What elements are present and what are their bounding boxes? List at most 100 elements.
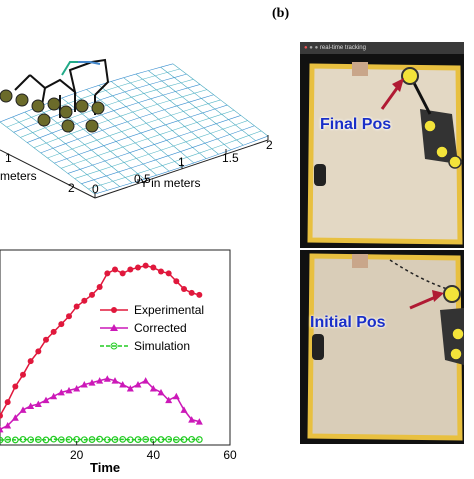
x-tick-label: 60 [223, 448, 237, 462]
mesh-line [160, 66, 256, 141]
data-point [180, 436, 188, 443]
data-point [126, 384, 134, 392]
data-point [73, 384, 81, 392]
x-tick-label: 40 [147, 448, 161, 462]
data-point [172, 436, 180, 444]
data-point [134, 381, 142, 388]
mesh-line [88, 130, 262, 190]
data-point [27, 402, 35, 409]
panel-letter: (b) [272, 6, 290, 21]
marker-icon [435, 145, 449, 159]
mesh-line [123, 77, 219, 155]
data-point [142, 377, 150, 384]
y-tick-label: 0 [92, 182, 99, 196]
maximize-icon[interactable]: ● [314, 45, 319, 51]
surface-plot: 0 0.5 1 1.5 2 Y in meters 1 2 meters [0, 58, 273, 199]
data-point [157, 436, 165, 443]
mesh-line [111, 81, 207, 159]
x-tick-label: 1 [5, 151, 12, 165]
close-icon[interactable]: ● [304, 45, 308, 51]
data-point [150, 264, 157, 271]
legend-marker [110, 342, 118, 350]
surface-plot-panel: 0 0.5 1 1.5 2 Y in meters 1 2 meters [0, 0, 290, 240]
data-point [142, 435, 150, 443]
data-point [42, 436, 50, 444]
y-tick-label: 2 [266, 138, 273, 152]
mesh-line [61, 97, 157, 176]
data-point [103, 375, 111, 382]
data-point [181, 286, 187, 292]
data-point [195, 436, 203, 443]
data-point [119, 270, 126, 277]
data-point [188, 289, 195, 296]
data-point [104, 270, 111, 277]
data-point [11, 414, 19, 421]
data-point [35, 348, 42, 355]
window-titlebar: ● ● ● real-time tracking [300, 42, 464, 54]
arrow-icon [380, 78, 404, 110]
data-point [149, 384, 157, 392]
mesh-line [98, 85, 195, 164]
data-point [34, 400, 42, 408]
battery-object [312, 334, 324, 360]
data-point [134, 436, 142, 443]
tracking-window-bottom: Initial Pos [300, 250, 465, 444]
line-chart-panel: 20 40 60 Time Experimental Corrected Simulat… [0, 240, 290, 475]
initial-pos-label: Initial Pos [310, 314, 386, 331]
x-tick-label: 2 [68, 181, 75, 195]
data-point [19, 406, 27, 413]
plot-frame [0, 249, 231, 446]
window-title: real-time tracking [319, 45, 366, 51]
y-tick-label: 1 [178, 155, 185, 169]
mesh-line [54, 104, 228, 164]
data-point [135, 264, 141, 271]
data-point [111, 436, 119, 443]
x-tick-label: 20 [70, 448, 84, 462]
marker-icon [451, 327, 465, 341]
minimize-icon[interactable]: ● [309, 45, 313, 51]
plot-border [0, 249, 231, 446]
data-point [19, 435, 27, 443]
y-axis-title: Y in meters [140, 176, 200, 190]
data-point [188, 416, 196, 423]
mesh-line [81, 125, 255, 185]
data-point [89, 291, 95, 298]
mesh-line [172, 63, 269, 137]
data-point [65, 386, 73, 394]
data-point [126, 436, 134, 444]
data-point [57, 436, 65, 444]
marker-icon [443, 285, 461, 303]
legend-label: Corrected [134, 321, 187, 335]
data-point [0, 436, 4, 444]
legend-marker [111, 307, 117, 313]
x-axis-line [0, 149, 96, 199]
robot-model [0, 58, 110, 133]
tracking-frame-initial [307, 253, 465, 441]
robot-in-frame [440, 285, 465, 365]
marker-icon [449, 347, 463, 361]
data-point [34, 436, 42, 443]
data-point [27, 436, 35, 444]
tick-layer: 20 40 60 [70, 441, 237, 462]
data-point [58, 321, 65, 328]
data-point [103, 436, 111, 444]
data-point [42, 396, 50, 404]
data-point [57, 388, 65, 396]
block-object [352, 254, 368, 268]
robot-in-frame [401, 67, 462, 169]
marker-icon [448, 155, 462, 169]
data-point [0, 412, 3, 419]
line-chart: 20 40 60 Time Experimental Corrected Simulat… [0, 249, 237, 475]
data-point [112, 266, 118, 273]
data-point [196, 291, 203, 298]
data-point [188, 435, 196, 443]
data-point [4, 436, 12, 443]
legend-label: Experimental [134, 303, 204, 317]
tracking-window-top: ● ● ● real-time tracking Final Pos [300, 42, 464, 248]
legend-label: Simulation [134, 339, 190, 353]
data-point [11, 436, 19, 444]
data-point [4, 422, 12, 429]
tracking-panel: (b) ● ● ● real-time tracking [272, 0, 474, 474]
data-point [111, 377, 119, 384]
y-ticks [94, 135, 269, 198]
